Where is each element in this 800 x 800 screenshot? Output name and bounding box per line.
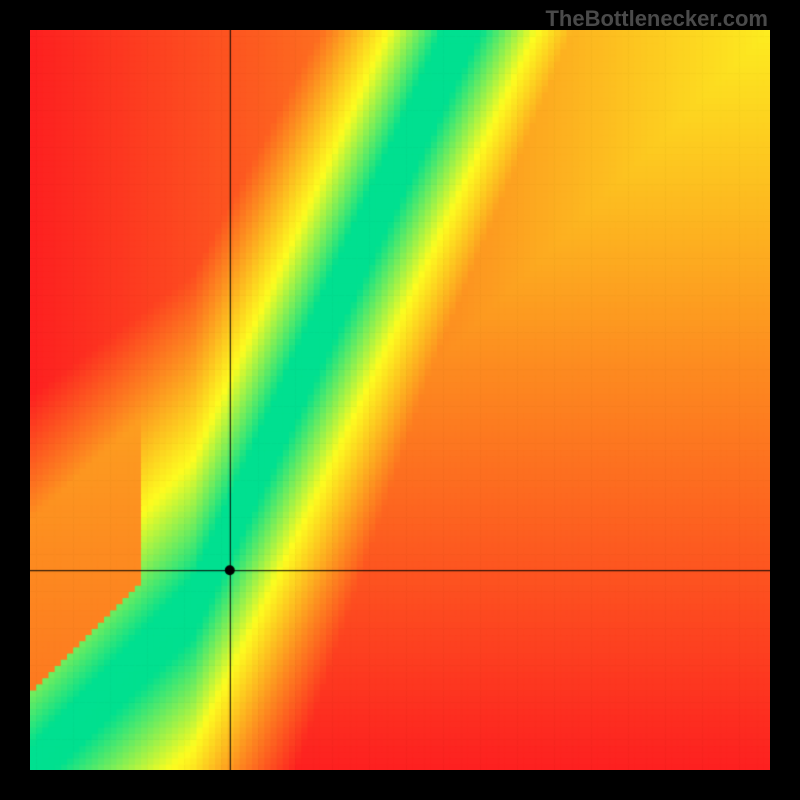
watermark-text: TheBottlenecker.com	[545, 6, 768, 32]
chart-container: { "watermark": { "text": "TheBottlenecke…	[0, 0, 800, 800]
bottleneck-heatmap	[30, 30, 770, 770]
